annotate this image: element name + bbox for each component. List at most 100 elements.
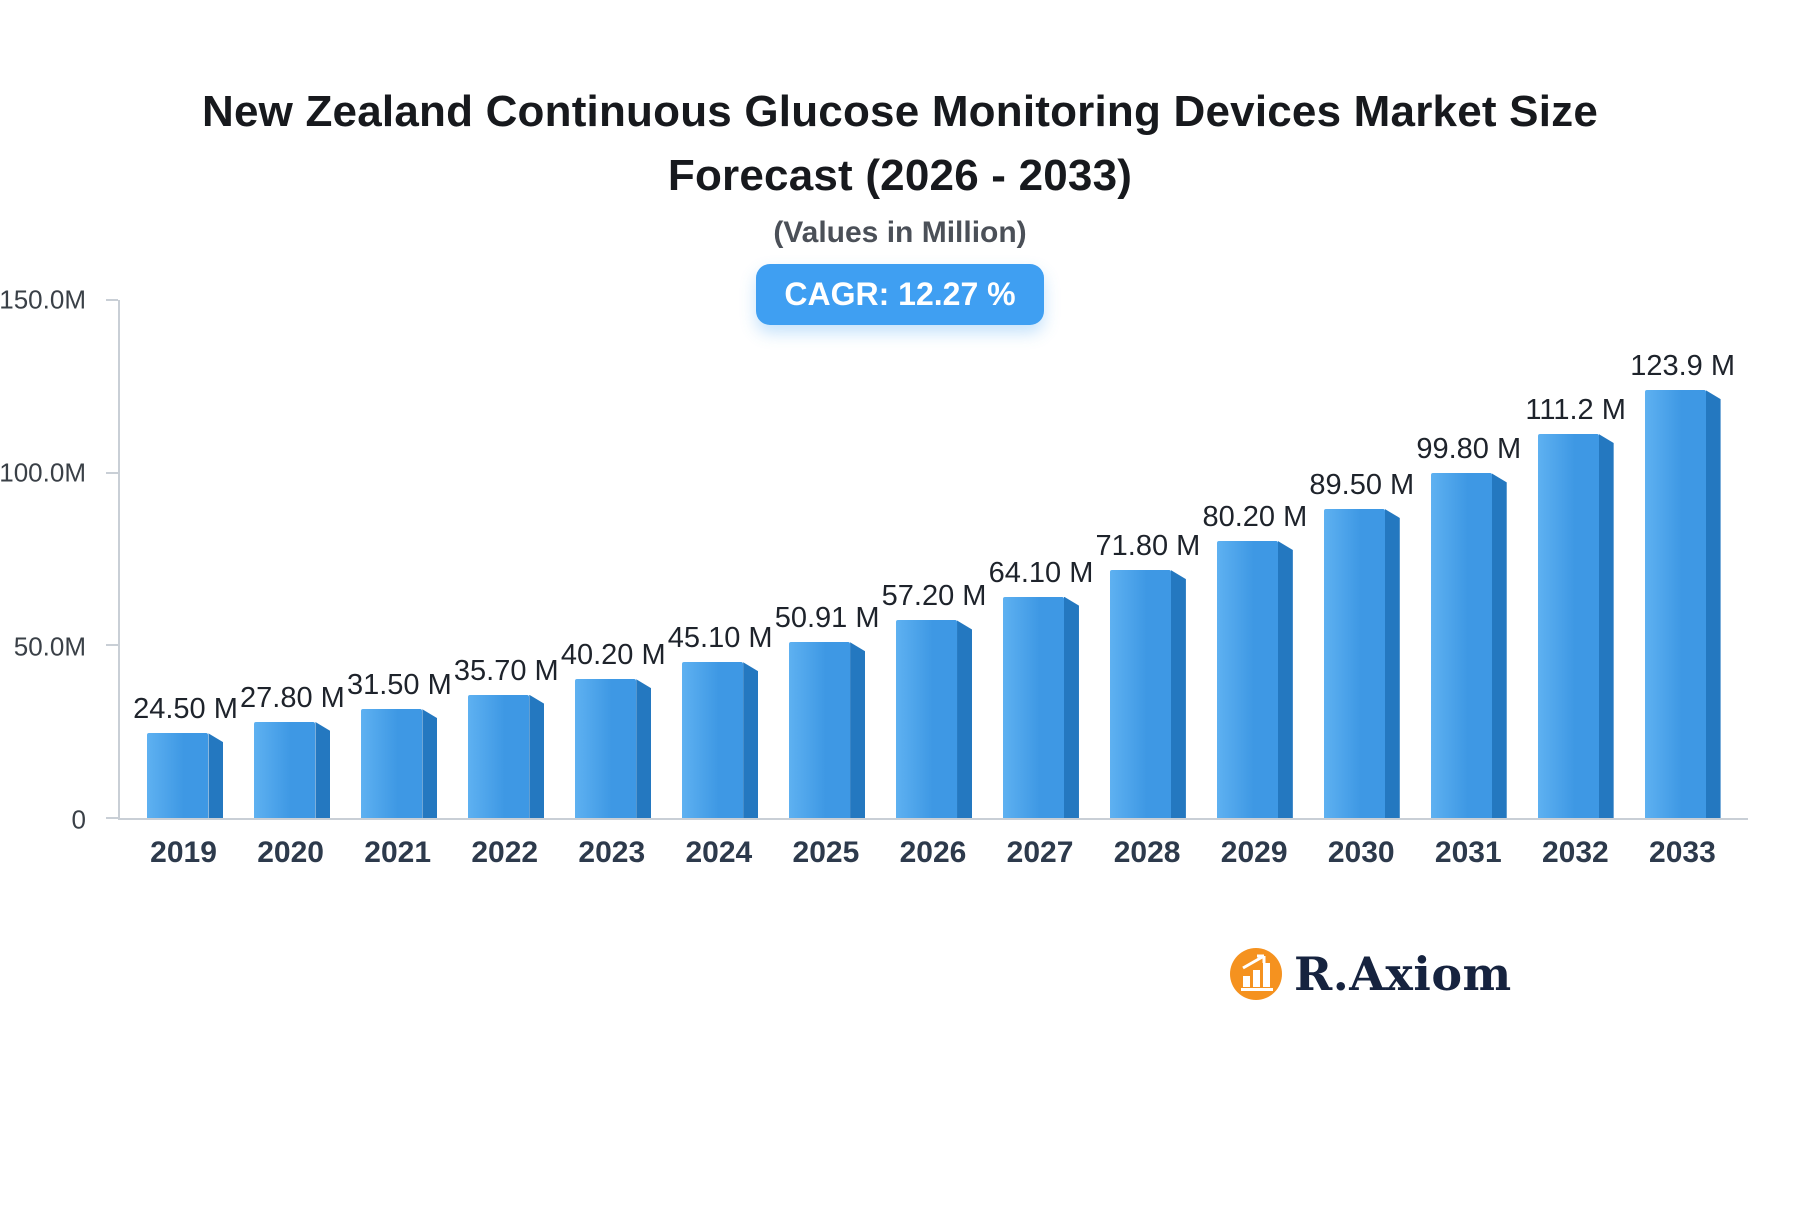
- y-axis-tick: [106, 299, 118, 301]
- x-axis-label-2033: 2033: [1649, 836, 1716, 869]
- bar-front-face: [682, 662, 744, 818]
- bar-side-face: [957, 620, 973, 818]
- bar-2029: [1216, 541, 1293, 818]
- bar-front-face: [361, 709, 423, 818]
- x-axis-label-2025: 2025: [792, 836, 860, 869]
- bar-group-2022: 35.70 M: [453, 300, 560, 818]
- y-axis-label: 50.0M: [13, 631, 86, 662]
- bar-side-face: [1491, 473, 1507, 818]
- bar-side-face: [1277, 541, 1293, 818]
- bar-value-label: 24.50 M: [133, 693, 238, 726]
- bar-group-2021: 31.50 M: [346, 300, 453, 818]
- bar-side-face: [743, 662, 759, 818]
- bar-group-2031: 99.80 M: [1415, 300, 1522, 818]
- bar-2031: [1430, 473, 1507, 818]
- bar-front-face: [575, 679, 637, 818]
- chart-header: New Zealand Continuous Glucose Monitorin…: [0, 0, 1800, 325]
- x-axis-label-2029: 2029: [1220, 836, 1288, 869]
- bar-front-face: [896, 620, 958, 818]
- bar-value-label: 64.10 M: [988, 556, 1094, 589]
- brand-logo: R.Axiom: [1228, 946, 1512, 1002]
- bar-front-face: [1002, 596, 1064, 818]
- x-axis-label-2030: 2030: [1327, 836, 1395, 869]
- bar-group-2026: 57.20 M: [881, 300, 988, 818]
- y-axis-tick: [106, 817, 118, 819]
- bar-front-face: [1644, 390, 1706, 818]
- bar-2023: [575, 679, 652, 818]
- bar-group-2019: 24.50 M: [132, 300, 239, 818]
- bar-value-label: 35.70 M: [453, 654, 559, 687]
- bar-side-face: [208, 733, 224, 818]
- bar-side-face: [1063, 596, 1079, 818]
- bar-2033: [1644, 390, 1721, 818]
- bar-group-2030: 89.50 M: [1308, 300, 1415, 818]
- bar-2024: [682, 662, 759, 818]
- bar-front-face: [789, 642, 851, 818]
- bar-2028: [1109, 570, 1186, 818]
- y-axis-label: 100.0M: [0, 457, 86, 488]
- bar-group-2033: 123.9 M: [1629, 300, 1736, 818]
- x-axis-label-2024: 2024: [685, 836, 753, 869]
- bar-2032: [1537, 434, 1614, 818]
- bar-side-face: [529, 694, 545, 818]
- bar-2027: [1002, 596, 1079, 818]
- bar-front-face: [1430, 473, 1492, 818]
- bar-front-face: [468, 694, 530, 818]
- bar-value-label: 57.20 M: [881, 580, 987, 613]
- bar-2021: [361, 709, 438, 818]
- x-axis-label-2031: 2031: [1434, 836, 1502, 869]
- x-axis-label-2028: 2028: [1113, 836, 1181, 869]
- x-axis-label-2027: 2027: [1006, 836, 1074, 869]
- bar-value-label: 50.91 M: [774, 602, 880, 635]
- bar-side-face: [850, 642, 866, 818]
- bar-value-label: 40.20 M: [560, 639, 666, 672]
- bar-value-label: 123.9 M: [1630, 350, 1735, 383]
- bar-series: 24.50 M 27.80 M 31.50 M 35.70 M 40.20 M 45.10…: [120, 300, 1748, 818]
- bar-value-label: 27.80 M: [240, 682, 345, 714]
- bar-2025: [789, 642, 866, 818]
- y-axis: 150.0M 100.0M 50.0M 0: [0, 285, 102, 835]
- plot-area: 24.50 M 27.80 M 31.50 M 35.70 M 40.20 M 45.10…: [106, 299, 1748, 820]
- y-axis-tick: [106, 471, 118, 474]
- bar-value-label: 111.2 M: [1525, 394, 1626, 426]
- brand-logo-icon: [1230, 948, 1282, 1000]
- bar-group-2025: 50.91 M: [774, 300, 881, 818]
- bar-2019: [147, 733, 224, 818]
- bar-side-face: [1170, 570, 1186, 818]
- chart-title: New Zealand Continuous Glucose Monitorin…: [201, 87, 1598, 200]
- bar-2030: [1323, 508, 1400, 818]
- bar-side-face: [422, 709, 438, 818]
- x-axis: 2019 2020 2021 2022 2023 2024 2025 2026 2027 2028…: [118, 836, 1748, 870]
- bar-value-label: 99.80 M: [1416, 433, 1522, 466]
- bar-value-label: 89.50 M: [1309, 468, 1415, 501]
- bar-value-label: 80.20 M: [1202, 501, 1308, 534]
- bar-front-face: [1537, 434, 1599, 818]
- y-axis-label: 150.0M: [0, 284, 86, 315]
- bar-front-face: [147, 733, 209, 818]
- bar-group-2023: 40.20 M: [560, 300, 667, 818]
- bar-side-face: [1384, 508, 1400, 818]
- bar-front-face: [1109, 570, 1171, 818]
- x-axis-label-2026: 2026: [899, 836, 967, 869]
- bar-value-label: 45.10 M: [667, 622, 773, 655]
- brand-logo-text: R.Axiom: [1294, 947, 1512, 1001]
- bar-group-2020: 27.80 M: [239, 300, 346, 818]
- x-axis-label-2023: 2023: [578, 836, 646, 869]
- bar-side-face: [315, 722, 331, 818]
- bar-front-face: [1323, 508, 1385, 818]
- bar-group-2028: 71.80 M: [1094, 300, 1201, 818]
- bar-2020: [254, 722, 331, 818]
- chart-subtitle: (Values in Million): [773, 215, 1027, 249]
- x-axis-label-2032: 2032: [1541, 836, 1609, 869]
- bar-2026: [896, 620, 973, 818]
- y-axis-tick: [106, 644, 118, 647]
- bar-group-2032: 111.2 M: [1522, 300, 1629, 818]
- x-axis-label-2020: 2020: [257, 836, 324, 869]
- x-axis-label-2022: 2022: [471, 836, 539, 869]
- bar-front-face: [254, 722, 316, 818]
- x-axis-label-2019: 2019: [150, 836, 217, 869]
- bar-group-2027: 64.10 M: [988, 300, 1095, 818]
- x-axis-label-2021: 2021: [364, 836, 432, 869]
- bar-value-label: 71.80 M: [1095, 530, 1201, 563]
